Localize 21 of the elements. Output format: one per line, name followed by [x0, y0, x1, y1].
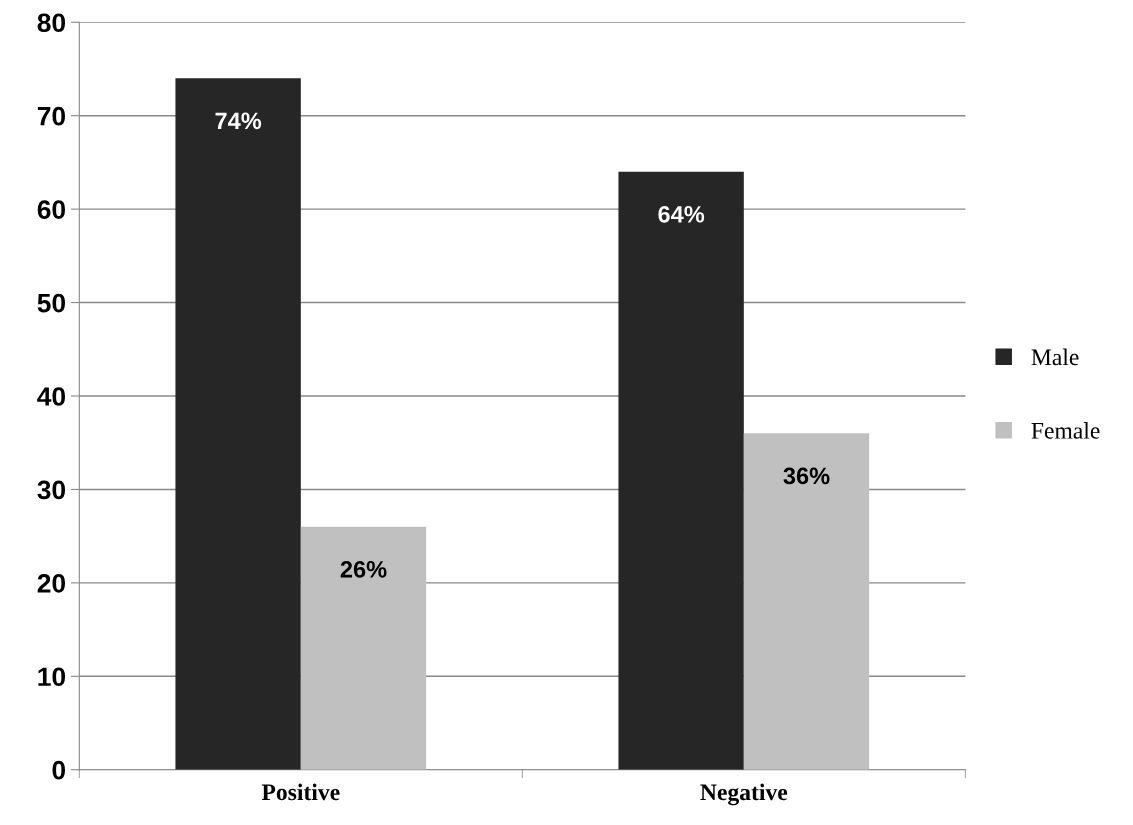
y-tick-label: 50 — [37, 293, 66, 313]
y-tick-label: 0 — [52, 760, 66, 780]
y-tick-label: 80 — [37, 13, 66, 33]
y-tick-label: 10 — [38, 667, 66, 687]
y-tick-label: 20 — [37, 574, 66, 593]
y-tick-label: 40 — [37, 387, 66, 406]
data-label: 64% — [658, 205, 705, 223]
legend-label: Male — [1031, 348, 1079, 366]
bar — [618, 171, 744, 770]
y-tick-label: 70 — [37, 106, 66, 126]
data-label: 36% — [783, 467, 830, 485]
x-tick-label: Positive — [261, 783, 340, 801]
y-tick-label: 30 — [37, 480, 66, 500]
legend-label: Female — [1031, 422, 1100, 439]
x-tick-label: Negative — [700, 783, 788, 806]
y-tick-label: 60 — [37, 200, 66, 219]
bar — [743, 433, 870, 770]
bar — [300, 526, 427, 770]
data-label: 26% — [340, 560, 387, 578]
bar — [175, 78, 301, 770]
data-label: 74% — [215, 112, 262, 130]
